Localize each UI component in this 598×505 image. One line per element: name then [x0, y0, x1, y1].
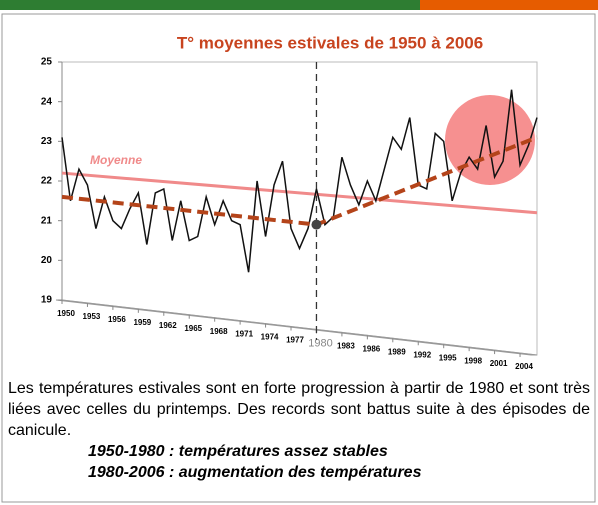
y-tick-label: 20: [41, 255, 53, 266]
x-tick-label: 1950: [57, 309, 75, 318]
x-tick-label: 1989: [388, 347, 406, 356]
x-tick-label: 1983: [337, 342, 355, 351]
x-tick-label: 1971: [235, 330, 253, 339]
caption: Les températures estivales sont en forte…: [8, 378, 590, 483]
x-tick-label: 2001: [490, 359, 508, 368]
y-tick-label: 25: [41, 57, 53, 68]
data-line: [61, 89, 538, 273]
x-tick-label: 1974: [261, 333, 279, 342]
chart-title: T° moyennes estivales de 1950 à 2006: [177, 33, 483, 52]
caption-text: Les températures estivales sont en forte…: [8, 380, 590, 439]
x-tick-label: 1980: [308, 337, 332, 349]
mean-line: [61, 171, 538, 215]
plot-floor: [55, 299, 538, 356]
trend-break-point: [311, 219, 322, 230]
y-tick-label: 21: [41, 215, 53, 226]
x-tick-label: 1998: [464, 356, 482, 365]
frame: [1, 13, 596, 503]
x-tick-label: 1977: [286, 336, 304, 345]
y-tick-label: 23: [41, 136, 53, 147]
x-tick-label: 1953: [83, 312, 101, 321]
y-tick-label: 22: [41, 176, 53, 187]
x-tick-label: 1968: [210, 327, 228, 336]
header-bar-accent: [420, 0, 598, 10]
x-tick-label: 1992: [413, 350, 431, 359]
x-tick-label: 1956: [108, 315, 126, 324]
x-tick-label: 1965: [184, 324, 202, 333]
highlight-circle: [445, 95, 535, 185]
x-tick-label: 1995: [439, 353, 457, 362]
x-tick-label: 1962: [159, 321, 177, 330]
caption-point: 1950-1980 : températures assez stables: [88, 443, 388, 460]
header-bar: [0, 0, 420, 10]
x-tick-label: 1959: [133, 318, 151, 327]
x-tick-label: 2004: [515, 362, 533, 371]
x-tick-label: 1986: [362, 344, 380, 353]
mean-label: Moyenne: [90, 153, 142, 167]
y-tick-label: 19: [41, 295, 53, 306]
y-tick-label: 24: [41, 96, 53, 107]
caption-point: 1980-2006 : augmentation des température…: [88, 464, 422, 481]
